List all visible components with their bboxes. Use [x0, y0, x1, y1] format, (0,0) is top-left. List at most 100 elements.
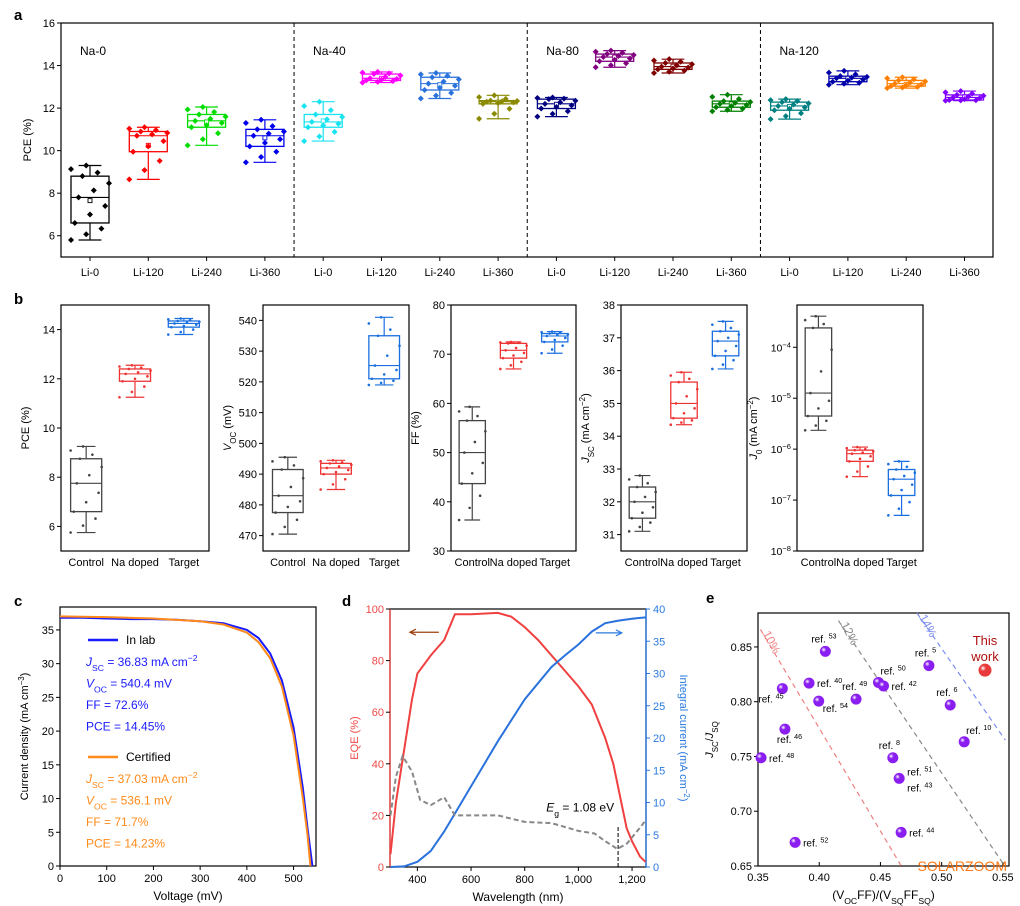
data-point [566, 333, 570, 336]
y-tick-label-part: 10 [771, 342, 783, 354]
data-point [173, 322, 176, 325]
x-tick-label: 0.50 [931, 872, 952, 884]
data-point-diamond [506, 105, 513, 112]
x-tick-label: Na doped [660, 557, 708, 569]
box-iqr [245, 128, 285, 148]
data-point [913, 471, 917, 475]
box-plot [651, 56, 695, 76]
data-point-diamond [258, 154, 265, 161]
data-point-diamond [607, 47, 614, 54]
x-tick-label: 100 [98, 873, 116, 885]
data-point [889, 494, 893, 497]
y-axis-label-part: ) [748, 397, 760, 401]
reference-point [944, 699, 956, 711]
data-point-diamond [549, 94, 556, 101]
data-point [693, 407, 696, 410]
y-tick-label: 80 [372, 656, 384, 668]
y-axis-label-part: SQ [711, 721, 720, 732]
data-point-diamond [196, 111, 202, 118]
box-iqr [368, 335, 401, 380]
y-axis-label-part: Current density (mA cm [19, 685, 31, 800]
data-point-diamond [950, 94, 957, 101]
reference-label-part: ref. [879, 741, 896, 752]
data-point-diamond [775, 102, 782, 109]
y-tick-label: 100 [366, 604, 384, 616]
data-point-diamond [568, 102, 575, 109]
data-point [280, 468, 283, 471]
x-tick-label: Li-0 [780, 267, 798, 279]
contour-label: 14% [916, 612, 940, 640]
data-point [146, 375, 149, 378]
data-point [476, 414, 479, 418]
box-plot [68, 162, 112, 243]
x-axis-label-part: OC [844, 896, 857, 906]
data-point-diamond [211, 108, 218, 115]
data-point-diamond [651, 57, 657, 64]
data-point-diamond [79, 173, 86, 180]
data-point-diamond [825, 81, 832, 88]
data-point [669, 423, 673, 427]
data-point-diamond [316, 98, 323, 105]
data-point-diamond [732, 99, 739, 106]
data-point-diamond [713, 104, 720, 111]
data-point [185, 321, 189, 324]
data-point [501, 356, 505, 360]
reference-label: ref. 45 [758, 691, 783, 706]
data-point-diamond [301, 138, 308, 145]
reference-point [893, 772, 905, 784]
y-tick-label: 470 [239, 531, 257, 543]
x-tick-label: Control [625, 557, 660, 569]
y-axis-label-part: SC [587, 446, 596, 457]
data-point [130, 390, 134, 394]
data-point [721, 320, 725, 323]
data-point-diamond [433, 69, 439, 76]
y-axis-label-part: J [580, 457, 592, 464]
data-point [814, 314, 818, 318]
data-point [167, 318, 170, 321]
data-point-diamond [393, 76, 400, 83]
data-point [298, 499, 302, 503]
data-point [905, 465, 909, 469]
data-point-diamond [335, 120, 342, 127]
data-point [376, 334, 380, 338]
data-point [504, 348, 507, 352]
x-tick-label: Li-120 [366, 267, 397, 279]
reference-point [776, 683, 788, 695]
data-point-diamond [895, 77, 902, 84]
data-point [680, 421, 683, 424]
data-point-diamond [630, 52, 637, 59]
data-point-diamond [164, 129, 171, 136]
x-axis-label-part: V [883, 888, 891, 902]
y-tick-label: 0 [653, 862, 659, 874]
y-tick-label: 32 [603, 497, 615, 509]
data-point [871, 450, 875, 453]
y-axis-label-part: ) [580, 393, 592, 397]
reference-label-part: 52 [820, 835, 828, 844]
data-point-diamond [160, 138, 167, 145]
data-point [908, 500, 911, 504]
y-tick-label: 25 [653, 701, 665, 713]
y-axis-label-part: (mA cm [580, 406, 592, 446]
group-label: Na-120 [779, 44, 819, 58]
reference-label-part: ref. [907, 783, 924, 794]
x-axis-label-part: (V [832, 888, 844, 902]
data-point-diamond [922, 78, 929, 85]
data-point-diamond [87, 211, 93, 218]
y-tick-label: 50 [433, 448, 445, 460]
reference-label-part: 44 [926, 825, 934, 834]
data-point-diamond [942, 97, 949, 104]
legend-stat-part: J [85, 655, 93, 669]
data-point-diamond [192, 117, 199, 124]
data-point-diamond [444, 72, 451, 79]
data-point [711, 323, 714, 326]
box-iqr [271, 468, 304, 514]
data-point [286, 505, 290, 509]
efficiency-contour [759, 629, 902, 867]
data-point [651, 505, 655, 509]
reference-label-part: ref. [909, 828, 926, 839]
data-point [97, 491, 100, 495]
box-plot [803, 314, 833, 432]
data-point [292, 464, 296, 467]
data-point [468, 405, 471, 409]
